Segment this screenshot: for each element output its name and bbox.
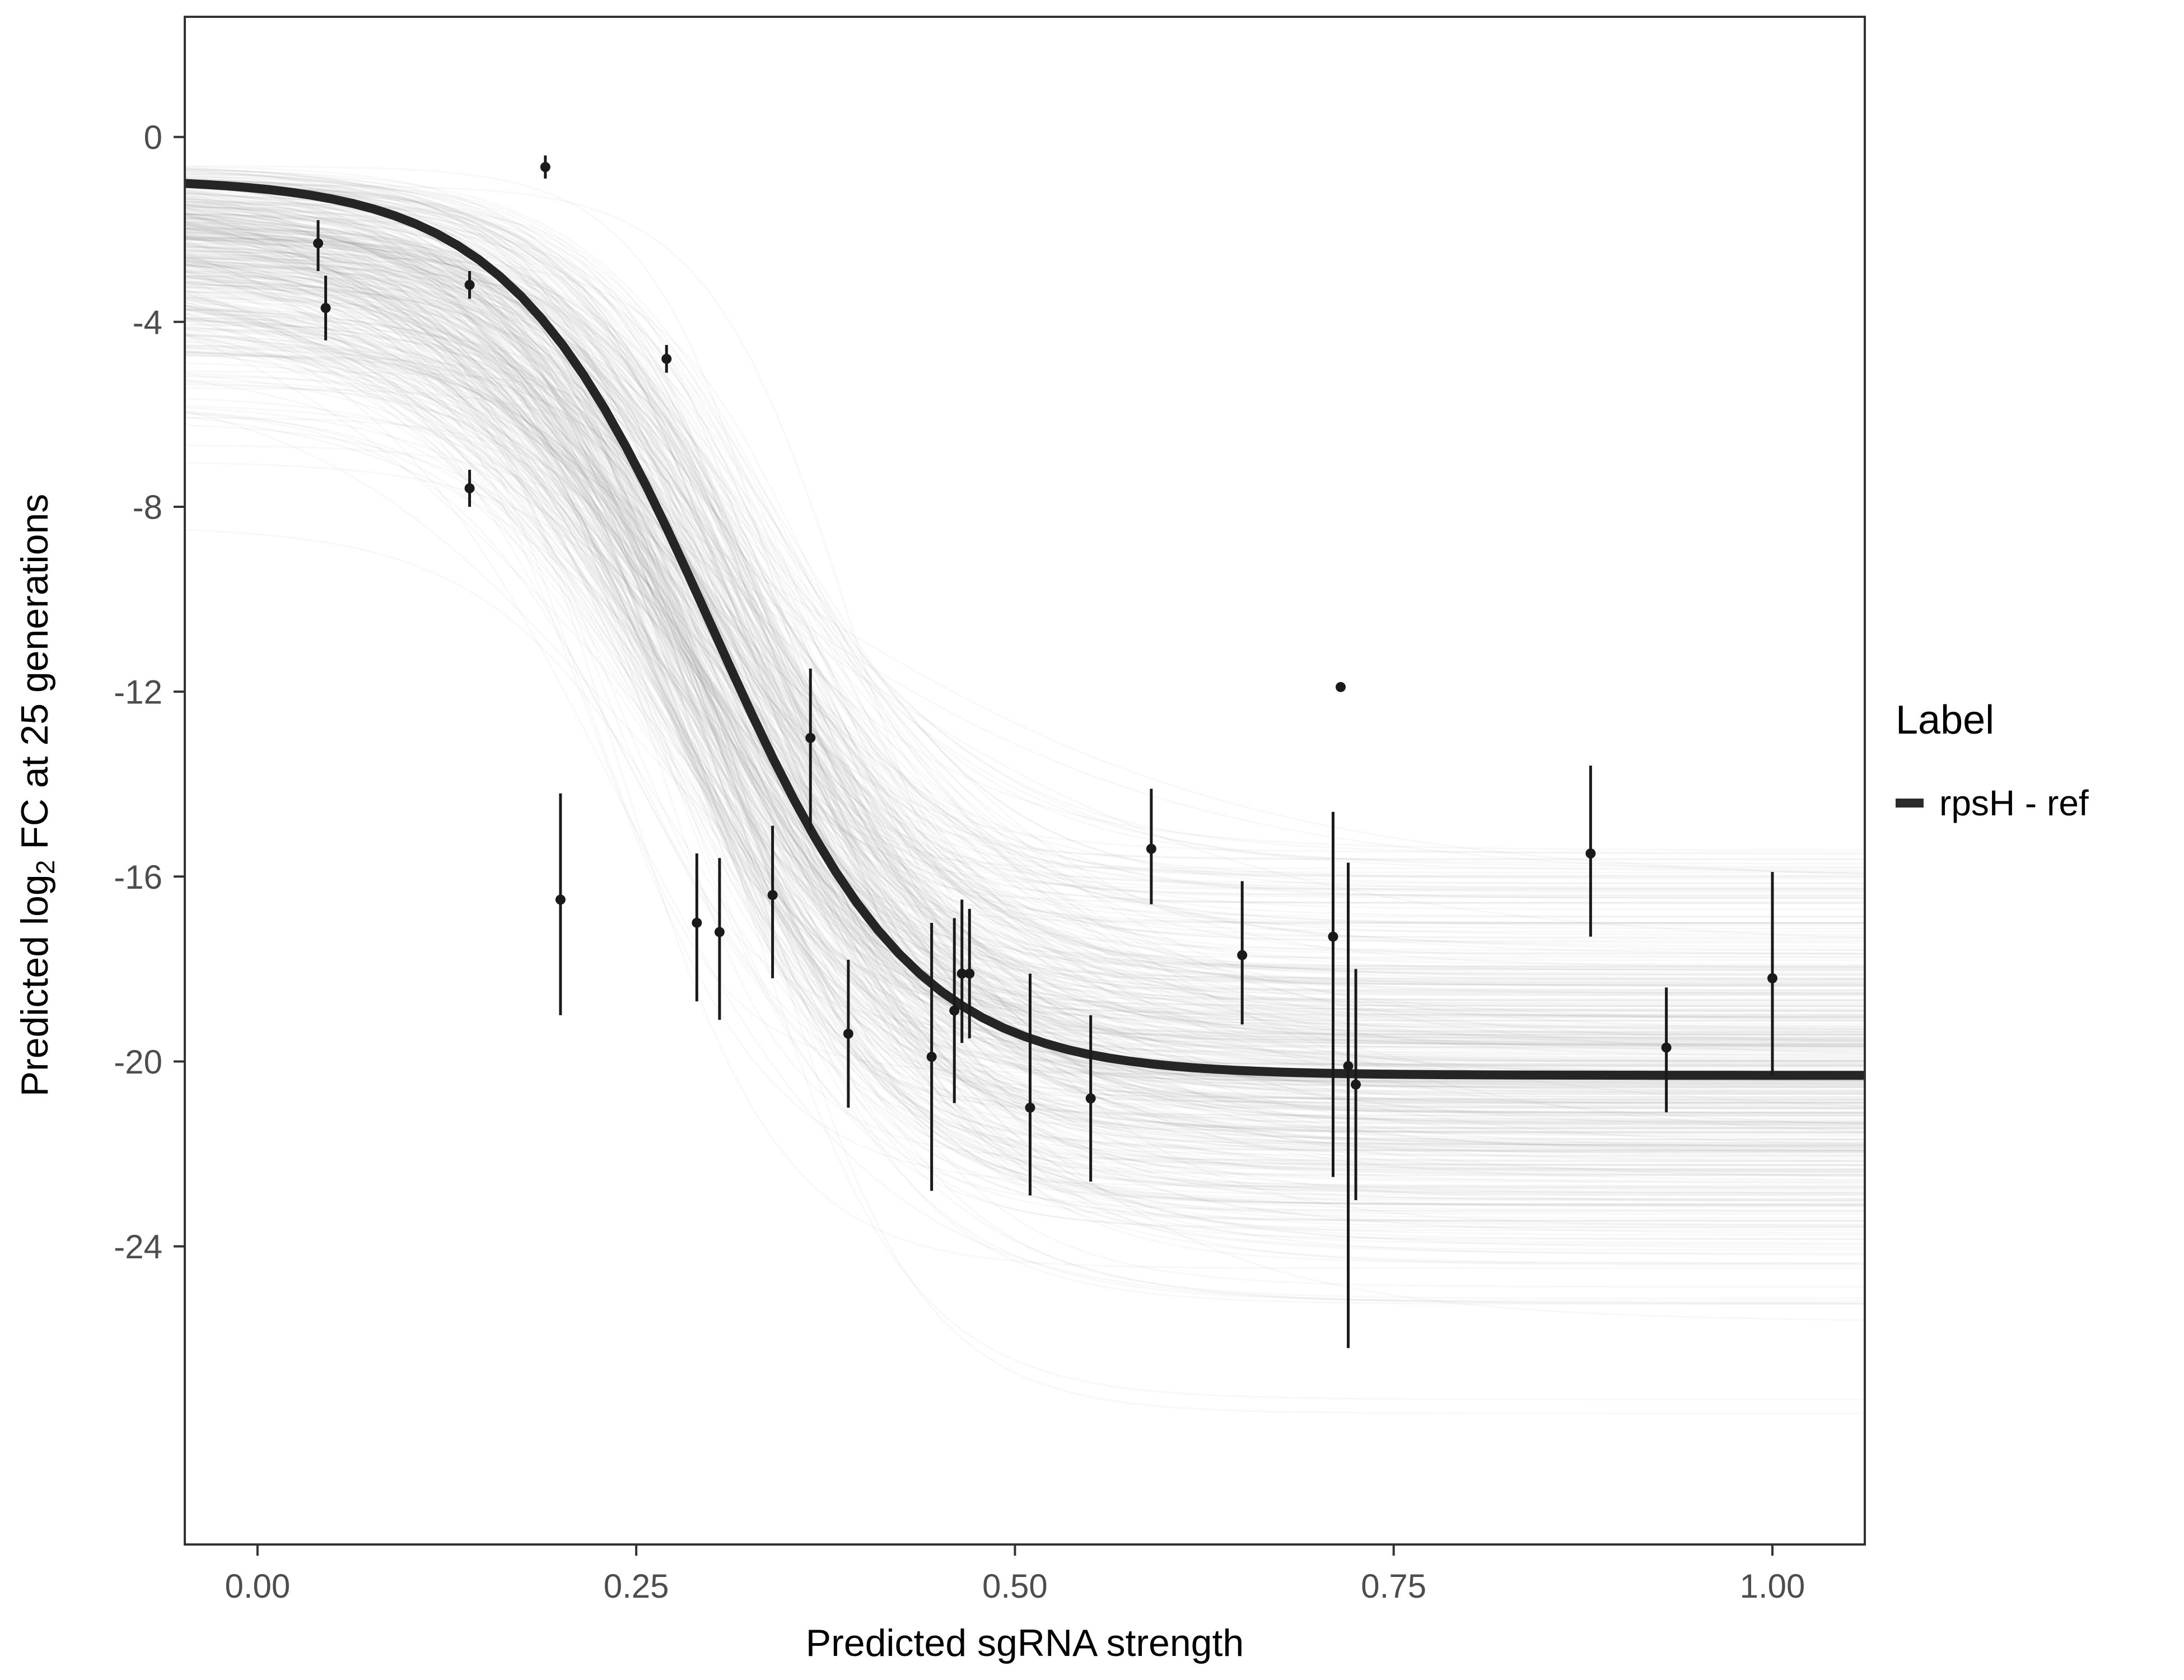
data-point — [1237, 950, 1248, 960]
data-point — [949, 1005, 960, 1016]
data-point — [767, 890, 778, 900]
x-tick-label: 0.25 — [604, 1567, 669, 1605]
data-point — [464, 483, 475, 493]
y-tick-label: -24 — [114, 1228, 162, 1266]
fit-curve — [185, 179, 1865, 1080]
data-point — [1025, 1102, 1035, 1113]
data-point — [956, 968, 967, 979]
y-tick-label: -12 — [114, 674, 162, 711]
data-point — [1146, 843, 1156, 854]
data-point — [692, 917, 702, 928]
data-point — [843, 1028, 853, 1039]
y-axis-title: Predicted log2 FC at 25 generations — [13, 493, 60, 1097]
line-swatch-icon — [1896, 799, 1924, 808]
data-point — [805, 732, 816, 743]
y-axis-title-pre: Predicted log — [13, 874, 56, 1097]
data-point — [540, 162, 550, 172]
y-tick-label: 0 — [144, 119, 162, 156]
y-tick-label: -16 — [114, 858, 162, 896]
panel-border — [184, 16, 1866, 1546]
data-point — [1336, 682, 1346, 692]
data-point — [1767, 973, 1777, 983]
legend-title: Label — [1896, 698, 1995, 743]
data-point — [1661, 1042, 1672, 1053]
x-tick-label: 0.50 — [982, 1567, 1048, 1605]
data-points — [313, 155, 1777, 1348]
y-axis-title-post: FC at 25 generations — [13, 493, 56, 860]
axes: 0.00 0.25 0.50 0.75 1.00 0 -4 -8 -12 -16 -20 -24 — [114, 119, 1805, 1605]
x-axis-title: Predicted sgRNA strength — [805, 1622, 1244, 1664]
x-tick-label: 0.75 — [1361, 1567, 1426, 1605]
y-axis-title-subscript: 2 — [30, 860, 60, 875]
data-point — [1328, 931, 1338, 942]
legend-entry: rpsH - ref — [1896, 782, 2089, 824]
data-point — [964, 968, 975, 979]
data-point — [714, 927, 725, 937]
data-point — [1585, 848, 1596, 859]
y-tick-label: -8 — [133, 489, 162, 526]
legend: Label rpsH - ref — [1896, 697, 2089, 824]
x-tick-label: 0.00 — [225, 1567, 290, 1605]
data-point — [661, 353, 672, 364]
legend-entry-label: rpsH - ref — [1939, 783, 2089, 823]
posterior-draw-curves — [185, 165, 1865, 1415]
data-point — [1343, 1061, 1354, 1071]
data-point — [313, 238, 324, 249]
y-tick-label: -20 — [114, 1043, 162, 1081]
data-point — [926, 1052, 937, 1062]
data-point — [320, 303, 331, 314]
data-point — [555, 894, 566, 905]
x-tick-label: 1.00 — [1740, 1567, 1805, 1605]
data-point — [1085, 1093, 1096, 1104]
data-point — [464, 279, 475, 290]
data-point — [1351, 1079, 1361, 1090]
y-tick-label: -4 — [133, 304, 162, 341]
